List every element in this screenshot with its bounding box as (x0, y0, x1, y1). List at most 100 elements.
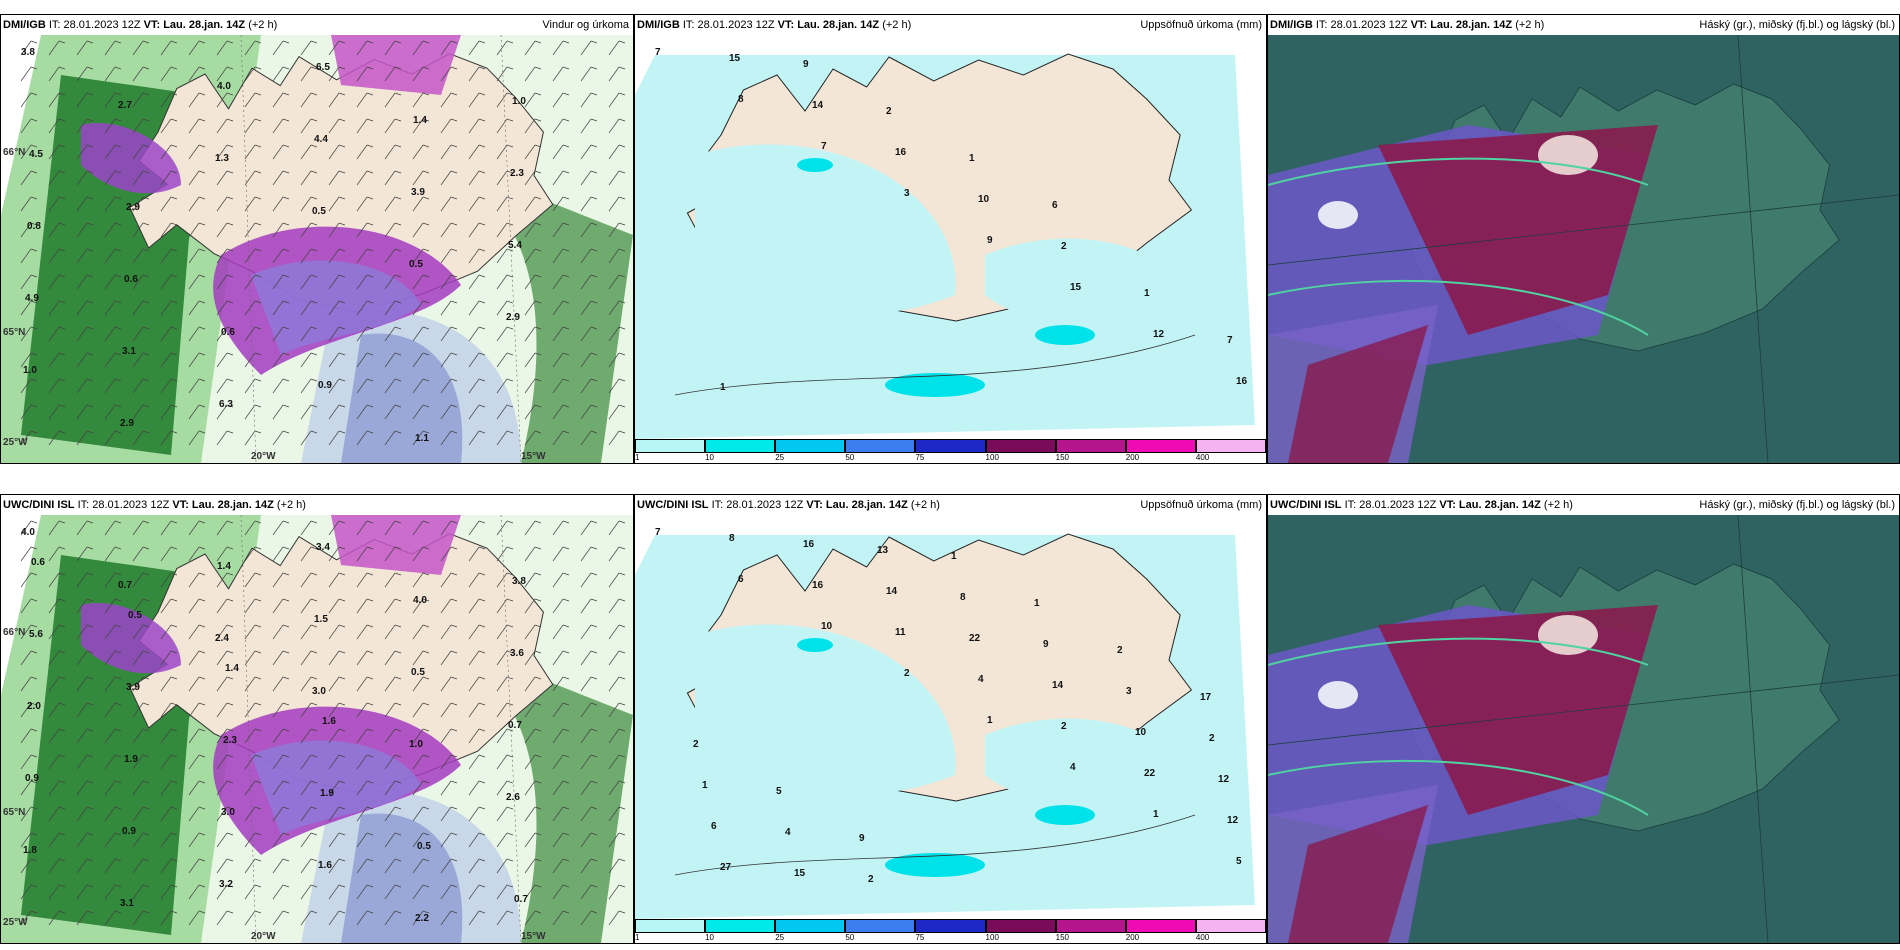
wind-barb (48, 650, 66, 666)
wind-barb (216, 858, 234, 874)
wind-barb (440, 222, 458, 238)
wind-precip-map: 3.8 2.7 1.3 0.5 0.5 2.9 1.0 2.9 4.0 4.4 3.9 5.4 4.9 3… (1, 35, 633, 463)
wind-barb (524, 754, 542, 770)
wind-barb (272, 806, 290, 822)
wind-barb (76, 196, 94, 212)
wind-barb (524, 118, 542, 134)
precip-value-label: 9 (803, 59, 809, 70)
wind-barb (384, 40, 402, 56)
wind-barb (132, 196, 150, 212)
precip-value-label: 16 (1236, 376, 1248, 387)
wind-barb (384, 884, 402, 900)
wind-barb (608, 520, 626, 536)
colorbar-tick-label: 75 (915, 933, 925, 942)
wind-barb (384, 676, 402, 692)
wind-barb (76, 378, 94, 394)
precip-value-label: 1 (1144, 288, 1150, 299)
wind-barb (524, 300, 542, 316)
wind-barb (552, 910, 570, 926)
wind-barb (384, 910, 402, 926)
colorbar-tick-label: 100 (985, 933, 999, 942)
wind-barb (244, 144, 262, 160)
wind-barb (20, 222, 38, 238)
wind-barb (160, 196, 178, 212)
colorbar-tick-label: 400 (1195, 453, 1210, 462)
wind-barb (468, 170, 486, 186)
wind-barb (580, 884, 598, 900)
wind-barb (76, 222, 94, 238)
precip-value-label: 11 (895, 627, 906, 638)
model-source: UWC/DINI ISL (637, 499, 709, 511)
lon-label: 15°W (521, 931, 546, 942)
wind-barb (104, 300, 122, 316)
wind-barb (608, 66, 626, 82)
precip-value-label: 0.8 (27, 221, 41, 232)
wind-barb (552, 780, 570, 796)
wind-barb (552, 546, 570, 562)
wind-barb (356, 144, 374, 160)
precip-value-label: 3.9 (126, 682, 140, 693)
wind-barb (524, 676, 542, 692)
wind-barb (104, 624, 122, 640)
panel-clouds-bottom: UWC/DINI ISL IT: 28.01.2023 12Z VT: Lau.… (1267, 494, 1900, 944)
wind-barb (132, 884, 150, 900)
precip-value-label: 0.6 (124, 274, 138, 285)
wind-barb (468, 404, 486, 420)
wind-barb (272, 40, 290, 56)
wind-barb (188, 248, 206, 264)
wind-barb (552, 66, 570, 82)
wind-barb (188, 92, 206, 108)
wind-barb (412, 92, 430, 108)
wind-barb (272, 702, 290, 718)
wind-barb (328, 66, 346, 82)
wind-barb (552, 300, 570, 316)
precip-value-label: 3.1 (120, 898, 134, 909)
wind-barb (524, 650, 542, 666)
wind-barb (272, 520, 290, 536)
lat-label: 66°N (3, 147, 25, 158)
wind-barb (580, 118, 598, 134)
wind-barb (580, 222, 598, 238)
wind-barb (440, 624, 458, 640)
wind-barb (132, 806, 150, 822)
wind-barb (244, 754, 262, 770)
precip-value-label: 1 (987, 715, 993, 726)
wind-barb (188, 118, 206, 134)
wind-barb (132, 40, 150, 56)
wind-barb (160, 300, 178, 316)
wind-barb (272, 676, 290, 692)
wind-barb (412, 326, 430, 342)
wind-barb (104, 676, 122, 692)
wind-barb (356, 624, 374, 640)
wind-barb (524, 40, 542, 56)
wind-barb (356, 832, 374, 848)
wind-barb (48, 780, 66, 796)
precip-value-label: 6 (1052, 200, 1058, 211)
wind-barb (272, 170, 290, 186)
wind-barb (188, 780, 206, 796)
precip-value-label: 4.4 (314, 134, 328, 145)
wind-barb (244, 676, 262, 692)
wind-barb (160, 144, 178, 160)
precip-value-label: 2.0 (27, 701, 41, 712)
wind-barb (188, 546, 206, 562)
wind-barb (160, 754, 178, 770)
wind-barb (384, 300, 402, 316)
wind-barb (328, 702, 346, 718)
wind-barb (216, 144, 234, 160)
wind-barb (524, 326, 542, 342)
wind-barb (244, 546, 262, 562)
wind-barb (132, 92, 150, 108)
wind-barb (384, 248, 402, 264)
wind-barb (300, 520, 318, 536)
wind-barb (496, 378, 514, 394)
wind-barb (300, 624, 318, 640)
wind-barb (104, 196, 122, 212)
wind-barb (104, 352, 122, 368)
precip-value-label: 3.9 (411, 187, 425, 198)
precip-value-label: 0.7 (514, 894, 528, 905)
wind-barb (608, 352, 626, 368)
precip-value-label: 1.0 (23, 365, 37, 376)
wind-barb (440, 196, 458, 212)
wind-barb (384, 520, 402, 536)
